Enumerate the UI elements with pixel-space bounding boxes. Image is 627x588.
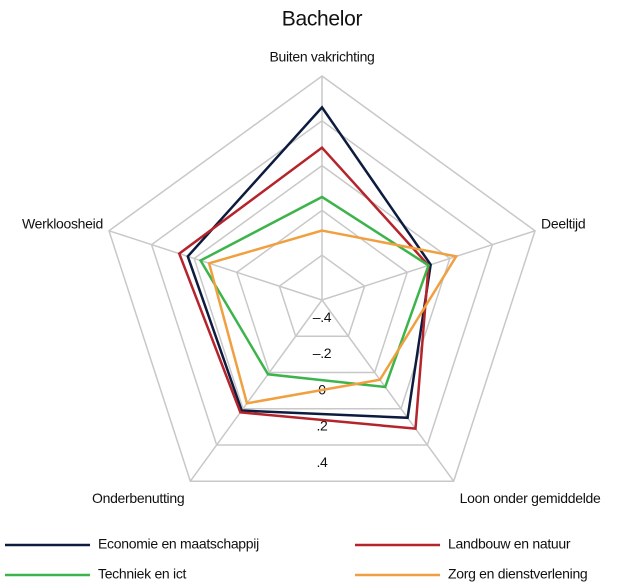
legend-label: Zorg en dienstverlening — [448, 566, 587, 582]
legend-label: Techniek en ict — [98, 566, 187, 582]
legend-label: Economie en maatschappij — [98, 536, 259, 552]
grid-ring — [150, 119, 494, 446]
series-line — [198, 195, 431, 389]
tick-label: .2 — [316, 418, 328, 434]
axis-label: Werkloosheid — [22, 215, 103, 231]
axis-label: Loon onder gemiddelde — [460, 490, 601, 506]
series-line — [177, 146, 430, 431]
chart-title: Bachelor — [282, 8, 363, 31]
axis-label: Buiten vakrichting — [269, 49, 374, 65]
series-line — [207, 229, 459, 405]
tick-label: –.4 — [313, 309, 332, 325]
tick-label: .4 — [316, 454, 328, 470]
grid-ring — [278, 254, 366, 337]
axis-label: Deeltijd — [541, 215, 585, 231]
axis-label: Onderbenutting — [92, 490, 184, 506]
spoke — [189, 299, 323, 482]
tick-label: –.2 — [313, 345, 332, 361]
spoke — [108, 230, 323, 301]
grid-ring — [235, 209, 409, 374]
legend-label: Landbouw en natuur — [448, 536, 571, 552]
grid-ring — [193, 164, 451, 410]
spoke — [321, 299, 455, 482]
grid-ring — [108, 75, 536, 482]
